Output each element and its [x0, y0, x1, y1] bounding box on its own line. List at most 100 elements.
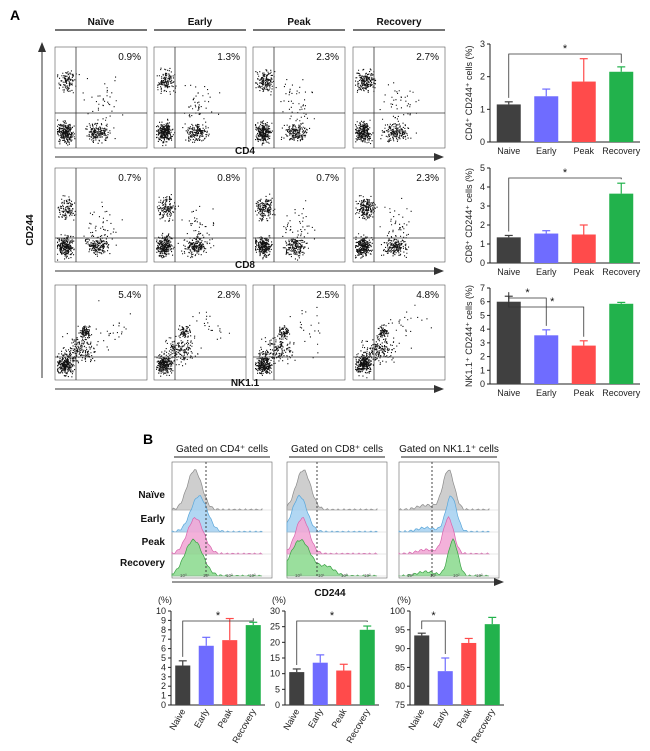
flow-plot: 2.7% — [352, 46, 446, 149]
y-tick-label: 1 — [480, 104, 485, 114]
y-tick-label: 3 — [480, 201, 485, 211]
flow-event-dots — [255, 193, 316, 261]
significance-bracket — [421, 620, 446, 654]
histogram-tick-label: 10² — [341, 573, 348, 578]
bar-naive — [175, 665, 191, 705]
y-tick-label: 3 — [480, 338, 485, 348]
bar-peak — [571, 345, 596, 384]
significance-bracket — [508, 292, 585, 337]
quadrant-percent: 0.9% — [118, 52, 141, 63]
bar-naive — [496, 301, 521, 384]
x-tick-label: Peak — [573, 388, 594, 398]
bar-early — [534, 96, 559, 142]
y-tick-label: 5 — [480, 163, 485, 173]
bar-naive — [414, 635, 430, 705]
histogram-curve-naïve — [171, 469, 263, 511]
y-tick-label: 8 — [161, 625, 166, 635]
flow-grid: CD244 Naïve Early Peak Recovery 0.9% 1.3% 2.3… — [25, 17, 446, 393]
y-tick-label: 6 — [161, 644, 166, 654]
panel-label-b: B — [143, 431, 153, 447]
x-tick-label: Naive — [497, 388, 520, 398]
bar-early — [437, 671, 453, 705]
y-tick-label: 10 — [270, 669, 280, 679]
y-tick-label: 100 — [390, 606, 405, 616]
marker-axis-label: CD4 — [235, 146, 255, 157]
significance-bracket — [508, 177, 622, 232]
quadrant-percent: 2.8% — [217, 290, 240, 301]
quadrant-percent: 0.7% — [118, 173, 141, 184]
x-tick-label: Recovery — [469, 707, 497, 745]
bar-early — [312, 662, 328, 705]
flow-plot-frame — [252, 284, 346, 381]
flow-plot-frame — [54, 46, 148, 149]
y-tick-label: 5 — [480, 310, 485, 320]
significance-star: * — [216, 610, 221, 622]
bar-naive — [496, 104, 521, 142]
histogram-curve-peak — [398, 515, 491, 555]
y-axis-label: (%) — [397, 595, 411, 605]
x-tick-label: Early — [306, 707, 325, 730]
bar-peak — [336, 670, 352, 705]
histogram-curve-recovery — [171, 538, 263, 577]
x-tick-label: Peak — [216, 707, 235, 730]
x-tick-label: Naive — [497, 146, 520, 156]
cd244-axis-arrow — [38, 42, 46, 52]
quadrant-percent: 1.3% — [217, 52, 240, 63]
y-tick-label: 95 — [395, 625, 405, 635]
y-tick-label: 3 — [480, 39, 485, 49]
bar-chart: 0 1 2 3 4 5 6 7 NK1.1⁺ CD244⁺ cells (%) Naive Earl… — [464, 283, 641, 398]
y-tick-label: 1 — [161, 691, 166, 701]
histogram-panel: 10⁰ 10¹ 10² 10³ — [398, 461, 500, 579]
x-tick-label: Naive — [406, 707, 426, 732]
gate-header: Gated on CD4⁺ cells — [176, 444, 268, 455]
flow-event-dots — [156, 67, 221, 147]
significance-bracket — [182, 618, 254, 657]
flow-event-dots — [355, 195, 412, 259]
flow-plot: 2.3% — [352, 167, 446, 263]
histogram-row-label: Peak — [142, 537, 166, 548]
flow-event-dots — [156, 311, 230, 377]
y-tick-label: 2 — [480, 220, 485, 230]
flow-event-dots — [255, 306, 321, 376]
y-tick-label: 5 — [161, 653, 166, 663]
x-tick-label: Recovery — [344, 707, 372, 745]
x-tick-label: Recovery — [602, 388, 641, 398]
condition-header: Recovery — [376, 17, 421, 28]
histogram-tick-label: 10⁰ — [407, 573, 414, 578]
y-tick-label: 0 — [480, 379, 485, 389]
bar-recovery — [245, 625, 261, 705]
bar-recovery — [484, 624, 500, 705]
bar-peak — [222, 640, 238, 705]
y-axis-label: NK1.1⁺ CD244⁺ cells (%) — [464, 285, 474, 387]
flow-plot-frame — [252, 46, 346, 149]
y-tick-label: 1 — [480, 365, 485, 375]
histogram-tick-label: 10¹ — [203, 573, 210, 578]
flow-plot-frame — [352, 284, 446, 381]
y-tick-label: 75 — [395, 700, 405, 710]
histogram-tick-label: 10⁰ — [295, 573, 302, 578]
x-tick-label: Naive — [167, 707, 187, 732]
y-tick-label: 2 — [480, 352, 485, 362]
flow-plot: 0.7% — [54, 167, 148, 263]
x-tick-label: Recovery — [230, 707, 258, 745]
quadrant-percent: 2.7% — [416, 52, 439, 63]
bar-chart: 0 1 2 3 4 5 CD8⁺ CD244⁺ cells (%) Naive Early Pea… — [464, 163, 641, 277]
y-tick-label: 30 — [270, 606, 280, 616]
marker-axis-label: NK1.1 — [231, 378, 260, 389]
bar-peak — [461, 642, 477, 705]
histogram-tick-label: 10¹ — [430, 573, 437, 578]
y-axis-label: CD8⁺ CD244⁺ cells (%) — [464, 168, 474, 263]
histogram-tick-label: 10¹ — [318, 573, 325, 578]
histogram-frame — [171, 461, 273, 579]
histogram-curve-recovery — [398, 538, 490, 577]
x-tick-label: Peak — [573, 267, 594, 277]
y-tick-label: 80 — [395, 681, 405, 691]
y-tick-label: 7 — [161, 634, 166, 644]
y-tick-label: 1 — [480, 239, 485, 249]
flow-plot-frame — [153, 46, 247, 149]
bar-chart: 0 1 2 3 CD4⁺ CD244⁺ cells (%) Naive Early Peak R… — [464, 39, 641, 156]
flow-event-dots — [57, 70, 124, 146]
y-tick-label: 0 — [480, 258, 485, 268]
flow-event-dots — [57, 300, 131, 378]
